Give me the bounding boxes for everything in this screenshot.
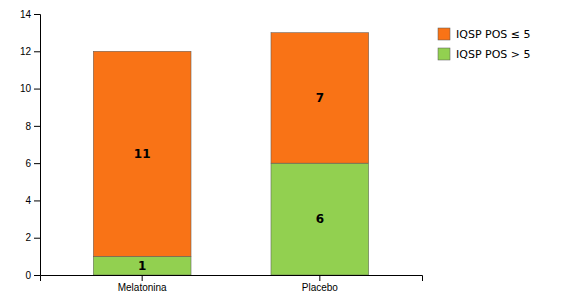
x-tick: Placebo xyxy=(302,275,339,293)
x-tick-mark xyxy=(142,275,143,281)
y-tick: 0 xyxy=(25,270,40,281)
x-tick-label: Placebo xyxy=(302,282,339,293)
x-axis-line xyxy=(41,276,423,282)
legend: IQSP POS ≤ 5 IQSP POS > 5 xyxy=(438,28,531,61)
y-tick: 2 xyxy=(25,232,40,243)
y-tick-mark xyxy=(34,89,40,90)
y-tick-mark xyxy=(34,163,40,164)
chart: 1116702468101214MelatoninaPlaceboIQSP PO… xyxy=(0,0,562,305)
x-tick: Melatonina xyxy=(118,275,167,293)
y-tick-mark xyxy=(34,14,40,15)
y-tick: 6 xyxy=(25,158,40,169)
legend-label: IQSP POS > 5 xyxy=(456,48,531,61)
bar-segment xyxy=(271,33,369,164)
y-axis: 0 2 4 6 8 10 12 14 xyxy=(20,9,41,281)
x-tick-mark xyxy=(319,275,320,281)
y-tick: 10 xyxy=(20,83,40,94)
y-tick-label: 4 xyxy=(25,195,31,206)
bars xyxy=(93,33,368,275)
x-axis: Melatonina Placebo xyxy=(41,275,423,293)
legend-item: IQSP POS ≤ 5 xyxy=(438,28,531,41)
data-label: 7 xyxy=(316,91,324,105)
y-tick-mark xyxy=(34,200,40,201)
y-tick-label: 10 xyxy=(20,83,32,94)
legend-item: IQSP POS > 5 xyxy=(438,48,531,61)
y-tick-mark xyxy=(34,126,40,127)
data-label: 1 xyxy=(138,259,146,273)
y-tick: 12 xyxy=(20,46,40,57)
y-tick-label: 12 xyxy=(20,46,32,57)
legend-swatch xyxy=(438,28,450,40)
legend-label: IQSP POS ≤ 5 xyxy=(456,28,531,41)
y-tick: 8 xyxy=(25,121,40,132)
y-axis-line xyxy=(34,15,41,276)
data-label: 6 xyxy=(316,212,324,226)
y-tick-label: 8 xyxy=(25,121,31,132)
bar-segment xyxy=(93,256,191,275)
y-tick-label: 0 xyxy=(25,270,31,281)
bar-segment xyxy=(271,163,369,275)
y-tick: 4 xyxy=(25,195,40,206)
y-tick-mark xyxy=(34,275,40,276)
plot: 1116702468101214MelatoninaPlacebo xyxy=(20,9,423,293)
x-tick-label: Melatonina xyxy=(118,282,167,293)
legend-swatch xyxy=(438,48,450,60)
bar-segment xyxy=(93,51,191,256)
data-labels: 11167 xyxy=(134,91,324,273)
y-tick-mark xyxy=(34,238,40,239)
y-tick-label: 6 xyxy=(25,158,31,169)
y-tick-label: 14 xyxy=(20,9,32,20)
y-tick: 14 xyxy=(20,9,40,20)
y-tick-mark xyxy=(34,51,40,52)
y-tick-label: 2 xyxy=(25,232,31,243)
data-label: 11 xyxy=(134,147,151,161)
